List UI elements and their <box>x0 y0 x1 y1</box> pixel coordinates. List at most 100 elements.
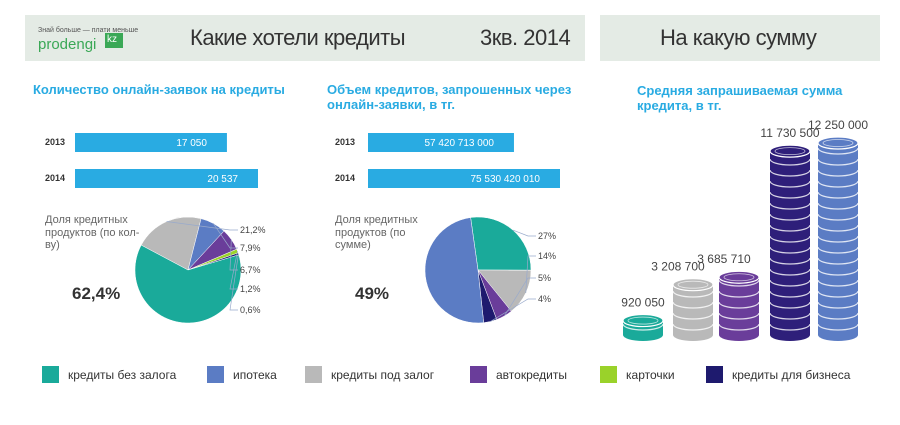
coin-stack <box>673 284 713 335</box>
bar-value-label: 20 537 <box>207 174 238 185</box>
coin-top-inner <box>723 273 755 282</box>
header-title: Какие хотели кредиты <box>190 25 406 50</box>
leader-line <box>166 221 238 231</box>
year-label: 2014 <box>45 173 65 183</box>
coin-value-label: 3 208 700 <box>651 260 705 274</box>
coin-edge <box>718 301 760 309</box>
coin-edge <box>817 312 859 320</box>
coin-edge <box>817 323 859 331</box>
coin-edge <box>769 312 811 320</box>
coin-value-label: 3 685 710 <box>697 252 751 266</box>
header-period: 3кв. 2014 <box>480 25 571 50</box>
coin-edge <box>817 169 859 177</box>
coin-edge <box>718 290 760 298</box>
bar-value-label: 17 050 <box>176 138 207 149</box>
pie-caption: Доля кредитных продуктов (по сумме) <box>335 214 418 252</box>
coin-edge <box>769 279 811 287</box>
pie-value-label: 27% <box>538 231 556 241</box>
legend-label: карточки <box>626 368 675 382</box>
bar <box>75 169 258 188</box>
coin-edge <box>622 323 664 331</box>
coin-edge <box>817 202 859 210</box>
legend-label: кредиты под залог <box>331 368 435 382</box>
pie-slice <box>470 216 532 271</box>
coin-edge <box>817 290 859 298</box>
year-label: 2013 <box>335 137 355 147</box>
pie-slice <box>134 244 242 324</box>
logo: prodengi <box>38 36 97 53</box>
year-label: 2013 <box>45 137 65 147</box>
bar <box>368 133 514 152</box>
logo-suffix: kz <box>107 34 117 45</box>
coin-edge <box>672 301 714 309</box>
logo-box <box>105 33 123 48</box>
bar-chart-title: Объем кредитов, запрошенных через онлайн… <box>327 82 572 112</box>
legend-swatch <box>470 366 487 383</box>
coin-top-inner <box>627 316 659 325</box>
coin-edge <box>718 323 760 331</box>
leader-line <box>229 253 239 311</box>
coin-top <box>672 278 714 292</box>
year-label: 2014 <box>335 173 355 183</box>
coins-title: Средняя запрашиваемая сумма кредита, в т… <box>637 83 843 113</box>
coin-edge <box>817 191 859 199</box>
coin-edge <box>672 312 714 320</box>
legend-swatch <box>207 366 224 383</box>
coin-edge <box>769 323 811 331</box>
header-band-right <box>600 15 880 61</box>
coin-top-inner <box>774 147 806 156</box>
coin-edge <box>769 257 811 265</box>
bar-value-label: 75 530 420 010 <box>470 174 540 185</box>
coin-edge <box>817 268 859 276</box>
coin-edge <box>769 268 811 276</box>
coin-edge <box>817 213 859 221</box>
coin-value-label: 12 250 000 <box>808 118 868 132</box>
header-title-right: На какую сумму <box>660 25 817 50</box>
coin-value-label: 920 050 <box>621 296 665 310</box>
coin-edge <box>769 301 811 309</box>
pie-slice <box>424 217 484 324</box>
pie-value-label: 7,9% <box>240 243 261 253</box>
bar-chart-title: Количество онлайн-заявок на кредиты <box>33 82 285 97</box>
coin-edge <box>817 180 859 188</box>
pie-caption: Доля кредитных продуктов (по кол-ву) <box>45 214 140 252</box>
coin-edge <box>817 147 859 155</box>
coin-edge <box>769 180 811 188</box>
legend-swatch <box>706 366 723 383</box>
leader-line <box>213 223 238 249</box>
leader-line <box>504 277 536 317</box>
coin-edge <box>817 158 859 166</box>
coin-edge <box>769 224 811 232</box>
coin-edge <box>817 279 859 287</box>
coin-edge <box>769 213 811 221</box>
coin-top <box>718 270 760 284</box>
coin-stack <box>770 151 810 335</box>
legend-label: автокредиты <box>496 368 567 382</box>
pie-value-label: 14% <box>538 251 556 261</box>
coin-edge <box>817 301 859 309</box>
bar <box>75 133 227 152</box>
bar <box>368 169 560 188</box>
pie-value-label: 0,6% <box>240 305 261 315</box>
pie-main-label: 62,4% <box>72 284 121 303</box>
bar-value-label: 57 420 713 000 <box>424 138 494 149</box>
pie-value-label: 5% <box>538 273 551 283</box>
leader-line <box>512 229 536 237</box>
logo-tagline: Знай больше — плати меньше <box>38 27 139 34</box>
coin-top <box>817 136 859 150</box>
legend-label: кредиты без залога <box>68 368 177 382</box>
legend-label: кредиты для бизнеса <box>732 368 851 382</box>
coin-edge <box>672 290 714 298</box>
coin-edge <box>769 191 811 199</box>
coin-edge <box>817 224 859 232</box>
legend-swatch <box>305 366 322 383</box>
coin-edge <box>718 312 760 320</box>
leader-line <box>490 298 536 322</box>
coin-edge <box>769 290 811 298</box>
coin-edge <box>769 158 811 166</box>
leader-line <box>229 239 238 271</box>
coin-edge <box>817 246 859 254</box>
coin-edge <box>672 323 714 331</box>
coin-edge <box>718 279 760 287</box>
